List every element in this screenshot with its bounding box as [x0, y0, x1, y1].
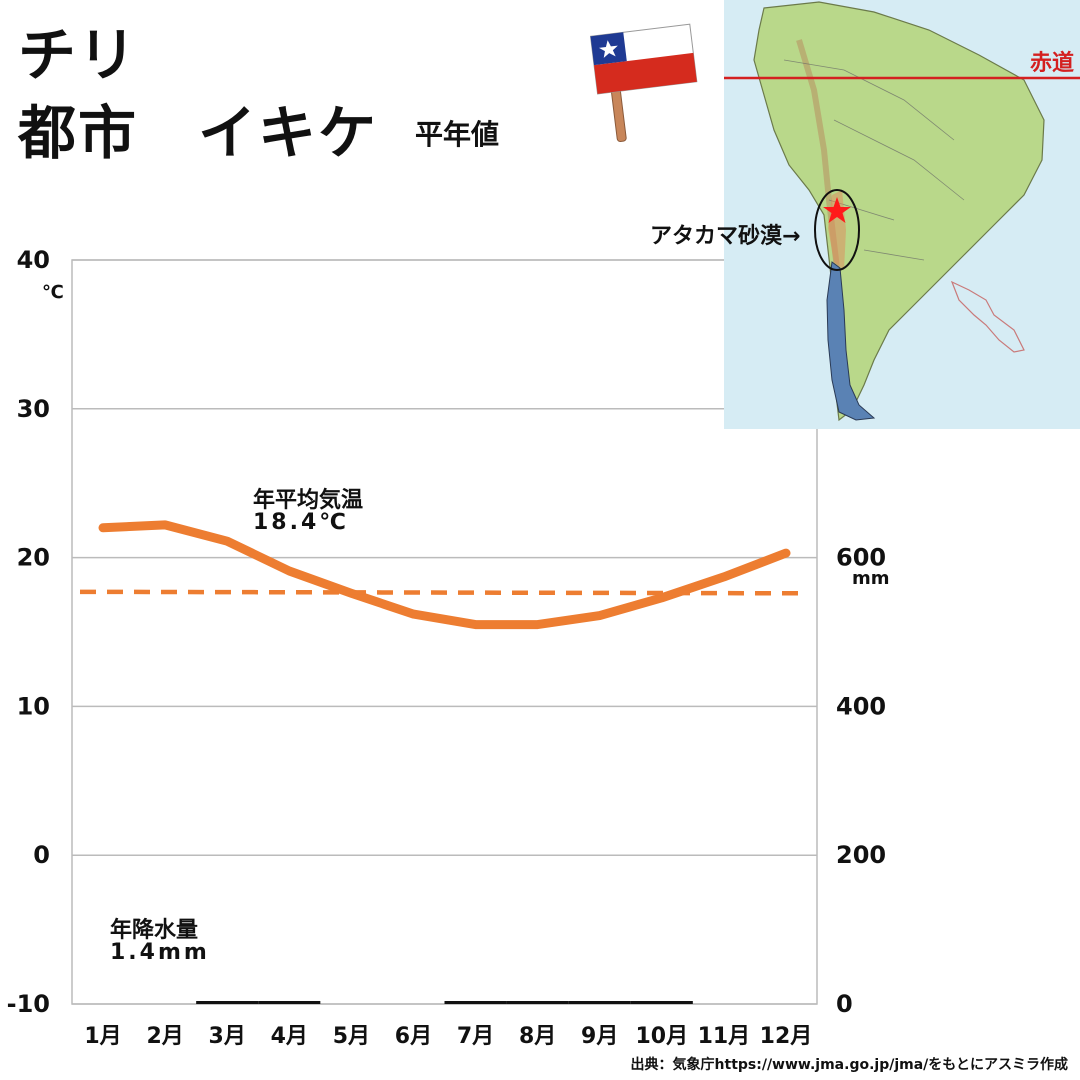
left-axis-tick-label: 10 — [17, 692, 50, 720]
annual-mean-temp-line — [79, 589, 803, 596]
month-label: 1月 — [84, 1024, 121, 1049]
month-label: 9月 — [581, 1024, 618, 1049]
precip-bar — [444, 1001, 507, 1004]
left-axis-tick-label: -10 — [7, 990, 50, 1018]
axis-labels: 40 30 20 10 0 -10 ℃ 600 400 200 0 mm 1月 2月 3月 4月 5月 6月 7月 8… — [7, 246, 890, 1049]
left-axis-tick-label: 0 — [33, 841, 50, 869]
precip-bar — [196, 1001, 259, 1004]
month-label: 6月 — [395, 1024, 432, 1049]
left-axis-tick-label: 30 — [17, 395, 50, 423]
temperature-series — [79, 520, 803, 630]
right-axis-tick-label: 0 — [836, 990, 853, 1018]
precip-bar — [506, 1001, 569, 1004]
right-axis-unit: mm — [852, 568, 890, 589]
precipitation-series — [196, 1001, 693, 1004]
annual-precip-label: 年降水量 — [110, 918, 199, 943]
month-label: 2月 — [146, 1024, 183, 1049]
country-title: チリ — [18, 21, 139, 89]
iquique-star-icon — [823, 197, 851, 223]
grid-lines — [71, 259, 818, 1005]
precip-bar — [568, 1001, 631, 1004]
source-credit: 出典：気象庁https://www.jma.go.jp/jma/をもとにアスミラ… — [630, 1057, 1068, 1073]
annual-temp-label: 年平均気温 — [253, 488, 364, 513]
precip-bar — [258, 1001, 321, 1004]
precip-bar — [630, 1001, 693, 1004]
right-axis-tick-label: 400 — [836, 692, 886, 720]
normal-values-label: 平年値 — [415, 118, 500, 151]
atacama-desert-label: アタカマ砂漠→ — [650, 224, 801, 249]
month-label: 11月 — [698, 1024, 751, 1049]
chile-territory — [826, 261, 876, 421]
plot-frame — [71, 259, 818, 1005]
month-label: 3月 — [209, 1024, 246, 1049]
equator-label: 赤道 — [1030, 50, 1074, 76]
falkland-outline — [950, 280, 1025, 353]
annual-temp-value: 18.4℃ — [253, 510, 349, 535]
month-label: 10月 — [635, 1024, 688, 1049]
annual-precip-value: 1.4mm — [110, 940, 210, 965]
left-axis-tick-label: 20 — [17, 544, 50, 572]
right-axis-tick-label: 200 — [836, 841, 886, 869]
atacama-desert-outline — [814, 189, 860, 271]
left-axis-unit: ℃ — [42, 282, 64, 303]
right-axis-tick-label: 600 — [836, 544, 886, 572]
left-axis-tick-label: 40 — [17, 246, 50, 274]
monthly-temp-line — [98, 520, 791, 630]
city-title: 都市 イキケ — [18, 99, 379, 167]
month-label: 5月 — [333, 1024, 370, 1049]
month-label: 7月 — [457, 1024, 494, 1049]
month-label: 8月 — [519, 1024, 556, 1049]
month-label: 12月 — [760, 1024, 813, 1049]
month-label: 4月 — [271, 1024, 308, 1049]
south-america-map: 赤道 — [724, 0, 1080, 429]
chile-flag-icon — [590, 23, 698, 142]
